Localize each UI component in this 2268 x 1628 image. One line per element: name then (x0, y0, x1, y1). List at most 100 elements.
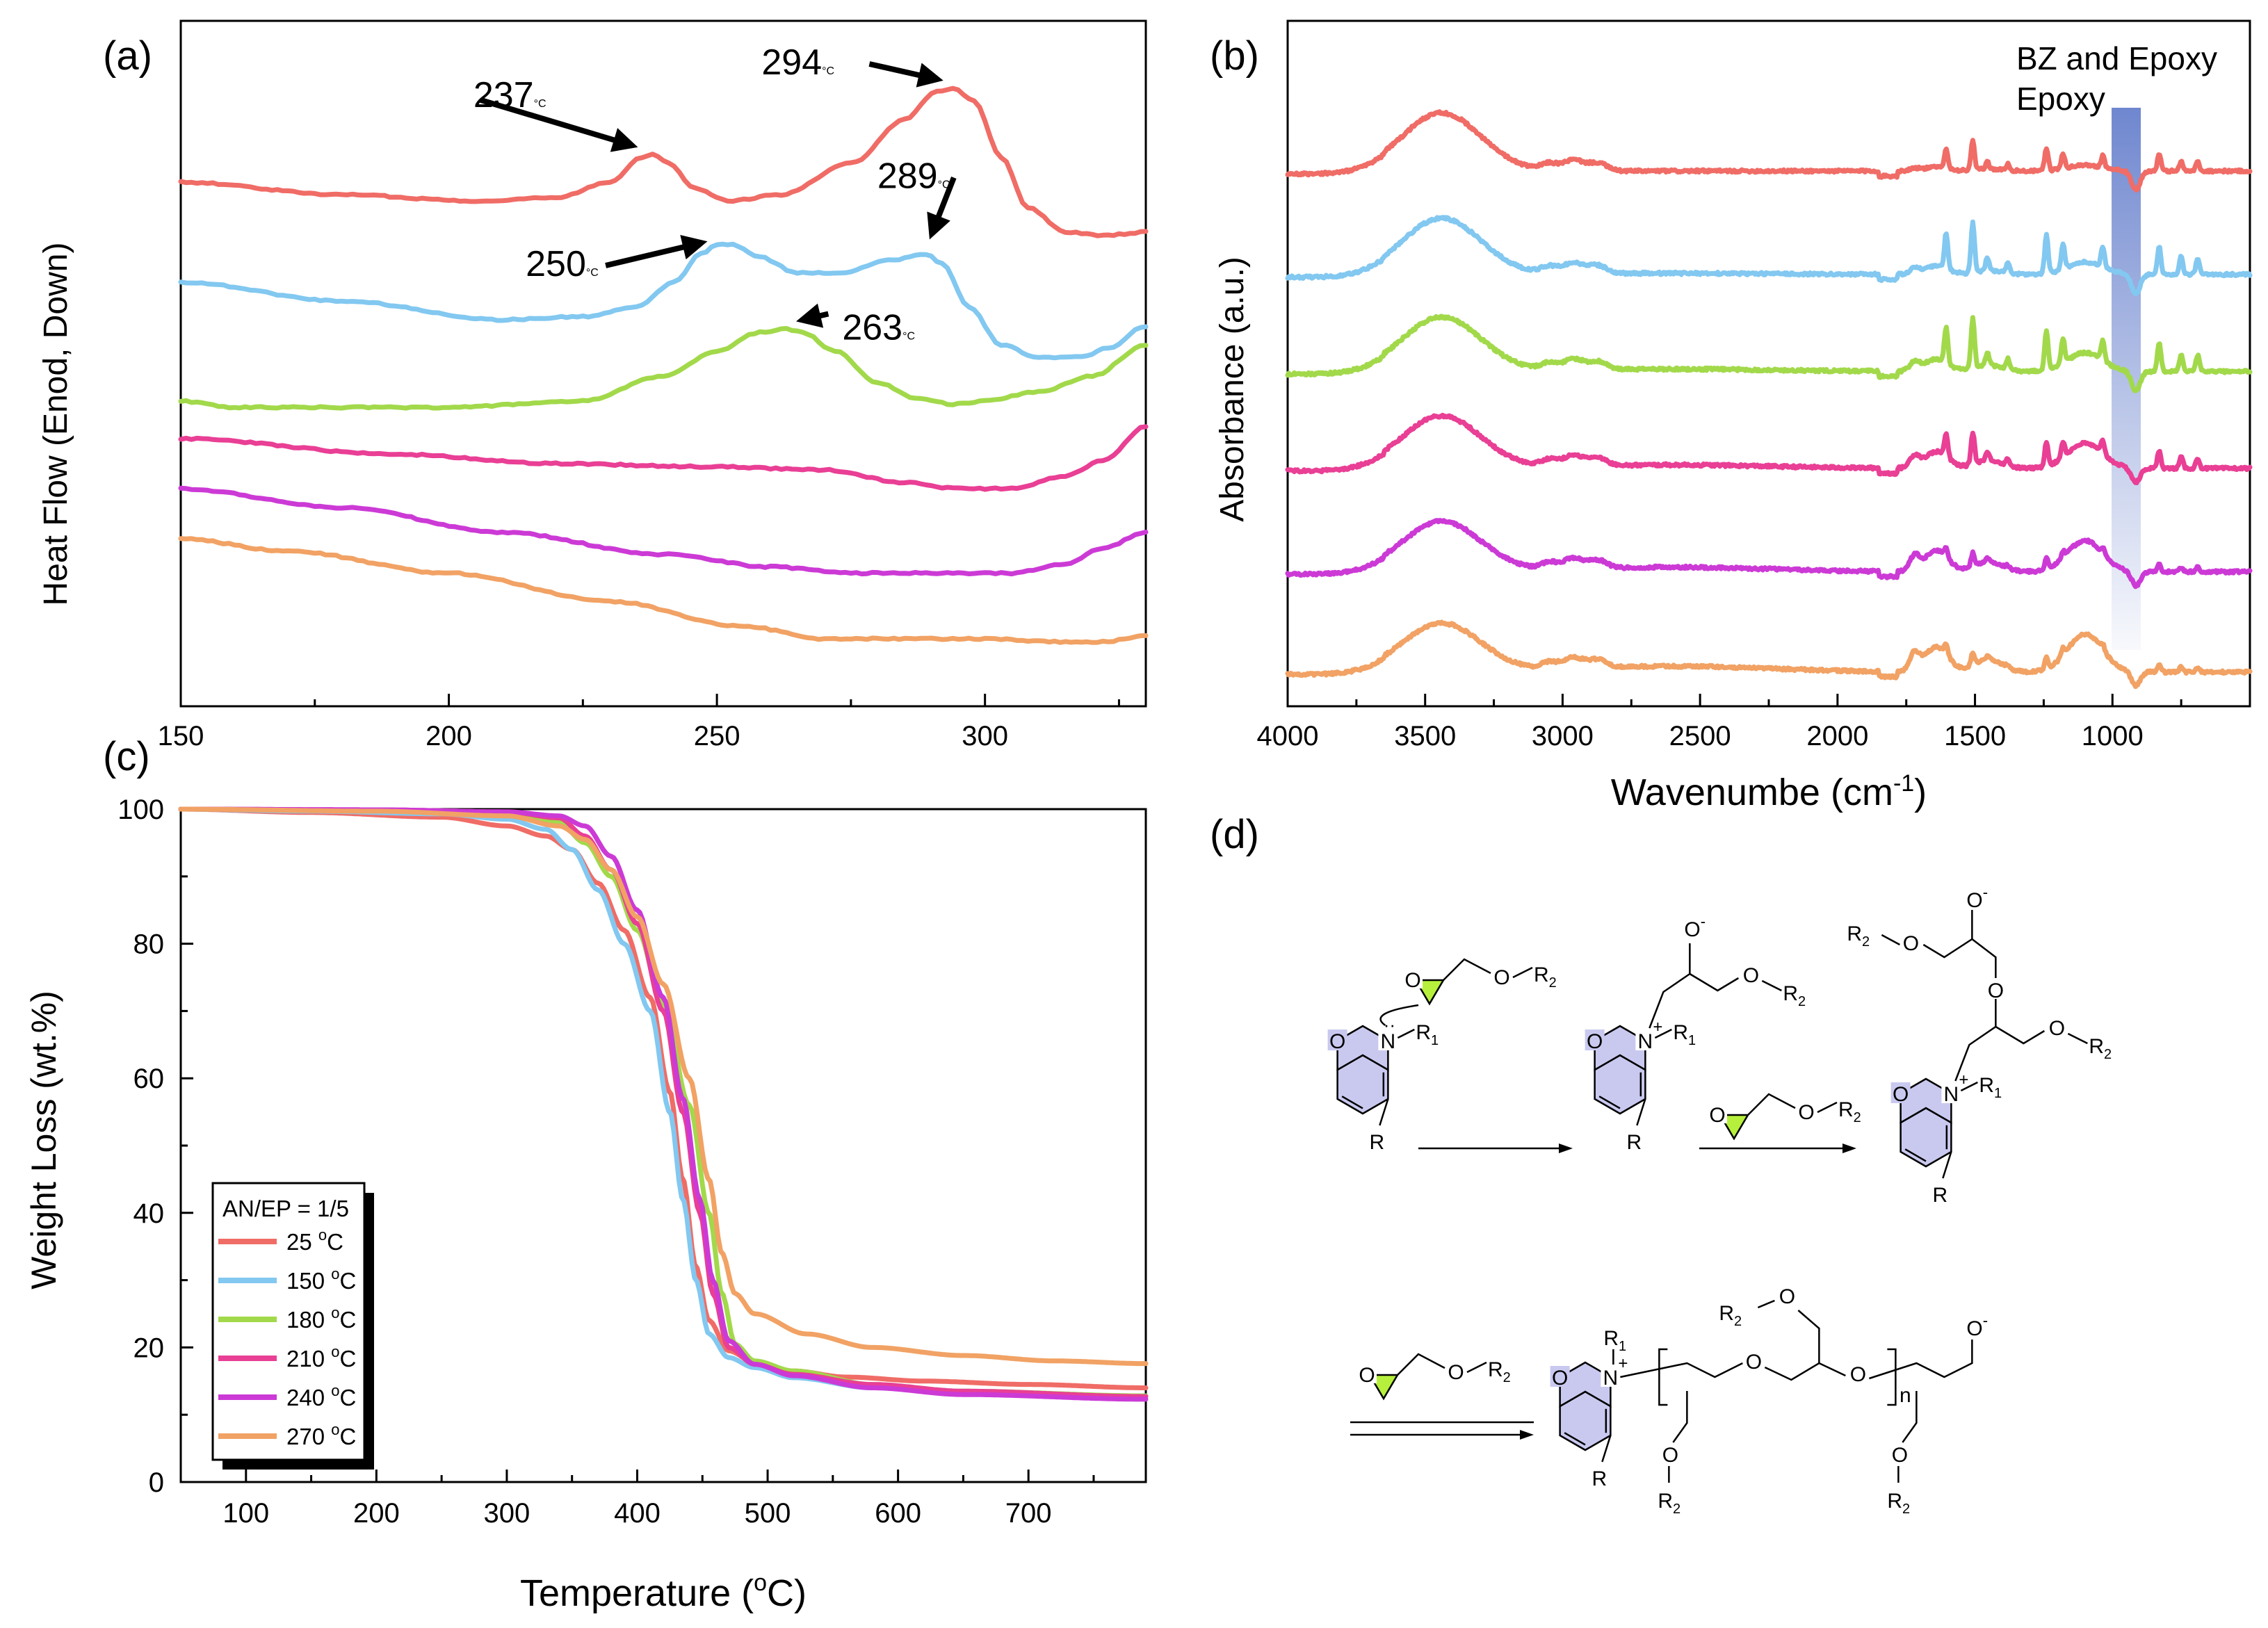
chain-s2b (1689, 972, 1740, 992)
panel-a-curves (178, 86, 1149, 645)
side-O-a: O (1662, 1444, 1678, 1467)
R2-s3a-main: R (2089, 1035, 2104, 1058)
bond-R (1636, 1098, 1646, 1126)
R2-p-main: R (1488, 1358, 1503, 1381)
R1-s2: R1 (1673, 1021, 1696, 1048)
backbone-O-1: O (1746, 1351, 1762, 1374)
atom-O-s4: O (1552, 1367, 1568, 1390)
legend-entry-number: 25 (286, 1229, 318, 1255)
atom-bg (1550, 1366, 1570, 1387)
R1-s2-main: R (1673, 1021, 1688, 1044)
panel-b-xlabel: Wavenumbe (cm-1) (1611, 770, 1927, 813)
a-annot-arrowhead-237 (610, 128, 638, 152)
alkoxide-O-charge: - (1983, 884, 1988, 901)
c-ytick-label-40: 40 (133, 1198, 165, 1229)
chain-s3c (1922, 938, 1973, 959)
epoxide-chain-s1 (1443, 958, 1491, 981)
a-xtick-label-150: 150 (158, 721, 204, 751)
legend-entry-degree: o (331, 1304, 339, 1321)
b-spectrum-240C (1285, 518, 2253, 589)
bond (1761, 979, 1782, 992)
legend-entry-unit: C (327, 1229, 343, 1255)
a-curve-25C (178, 86, 1149, 238)
bond-R (1942, 1151, 1952, 1179)
b-spectrum-25C (1285, 109, 2253, 193)
side-R2-a-main: R (1658, 1490, 1673, 1513)
panel-c-curves (178, 806, 1149, 1402)
side-R2-a-sub: 2 (1673, 1501, 1680, 1517)
a-curve-150C (178, 241, 1149, 361)
side-chain-top (1797, 1310, 1820, 1363)
legend-entry-number: 210 (286, 1346, 331, 1371)
atom-bg (1601, 1366, 1621, 1387)
c-ytick-label-0: 0 (149, 1467, 164, 1498)
panel-d-label: (d) (1210, 812, 1259, 857)
backbone-O-2: O (1850, 1363, 1866, 1386)
b-xtick-label-3500: 3500 (1394, 721, 1456, 751)
side-R2-top-sub: 2 (1734, 1314, 1742, 1329)
R2-s3a: R2 (2089, 1035, 2112, 1062)
R2-s3c-main: R (1847, 922, 1862, 945)
c-ytick-label-100: 100 (118, 795, 164, 825)
curved-arrow (1379, 1004, 1419, 1027)
a-annot-arrow-294 (868, 61, 927, 80)
panel-b-xlabel-sup: -1 (1893, 770, 1914, 797)
side-chain-b (1902, 1391, 1918, 1443)
side-R2-top: R2 (1719, 1302, 1742, 1329)
epoxide-O-p: O (1359, 1364, 1375, 1387)
alkoxide-O-main: O (1684, 918, 1700, 941)
R1-s1-sub: 1 (1431, 1033, 1439, 1048)
panel-c-label: (c) (103, 734, 150, 779)
a-annot-label-289: 289°C (877, 156, 950, 197)
a-annot-unit: °C (822, 65, 834, 77)
panel-b-x-ticks: 4000 3500 3000 2500 2000 1500 1000 (1257, 694, 2182, 751)
a-annot-arrow-289 (933, 177, 957, 224)
a-annot-value: 263 (842, 308, 902, 348)
c-ytick-label-80: 80 (133, 929, 165, 960)
backbone-1 (1620, 1362, 1743, 1378)
atom-O-s2: O (1587, 1030, 1603, 1053)
epoxide-chain-p (1397, 1353, 1445, 1376)
double-bond (1341, 1096, 1363, 1109)
panel-b-label: (b) (1210, 33, 1259, 79)
alkoxide-O-s3: O- (1966, 884, 1988, 912)
b-xtick-label-1500: 1500 (1944, 721, 2006, 751)
alkoxide-O-s4: O- (1966, 1312, 1988, 1340)
side-O-top: O (1779, 1285, 1795, 1308)
bond-R (1601, 1435, 1612, 1463)
a-annot-arrow-250 (605, 243, 691, 268)
legend-entry-240C: 240 oC (286, 1382, 356, 1410)
ether-O-p: O (1448, 1361, 1464, 1384)
side-R2-a: R2 (1658, 1490, 1680, 1517)
chain-s2 (1649, 943, 1691, 1029)
alkoxide-O-charge: - (1701, 913, 1706, 930)
backbone-2 (1764, 1362, 1846, 1381)
panel-a-ylabel: Heat Flow (Enod, Down) (38, 243, 74, 606)
R1-s1: R1 (1416, 1021, 1439, 1048)
atom-bg (1378, 1029, 1398, 1050)
lone-pair: ·· (1384, 1014, 1395, 1035)
R2-p-sub: 2 (1503, 1370, 1511, 1385)
a-annot-value: 289 (877, 156, 938, 197)
legend-entry-degree: o (318, 1226, 327, 1244)
chain-s3b (1971, 910, 1997, 978)
c-xtick-label-400: 400 (614, 1498, 661, 1529)
bond (1881, 934, 1900, 946)
bond (1512, 966, 1533, 979)
bond-R1 (1654, 1028, 1672, 1039)
R2-s2b-main: R (1838, 1098, 1854, 1121)
epoxy-band-highlight (2112, 108, 2141, 650)
atom-bg (1327, 1029, 1347, 1050)
R1-s3: R1 (1979, 1074, 2002, 1101)
band-label-epoxy: Epoxy (2016, 81, 2105, 117)
R2-s2: R2 (1783, 982, 1806, 1009)
atom-bg (1359, 1364, 1377, 1383)
atom-bg (1709, 1104, 1727, 1123)
atom-R-s2: R (1627, 1131, 1642, 1154)
b-spectrum-180C (1285, 314, 2253, 393)
legend-entry-150C: 150 oC (286, 1265, 356, 1294)
legend-entry-degree: o (331, 1265, 339, 1283)
c-xtick-label-100: 100 (222, 1498, 269, 1529)
